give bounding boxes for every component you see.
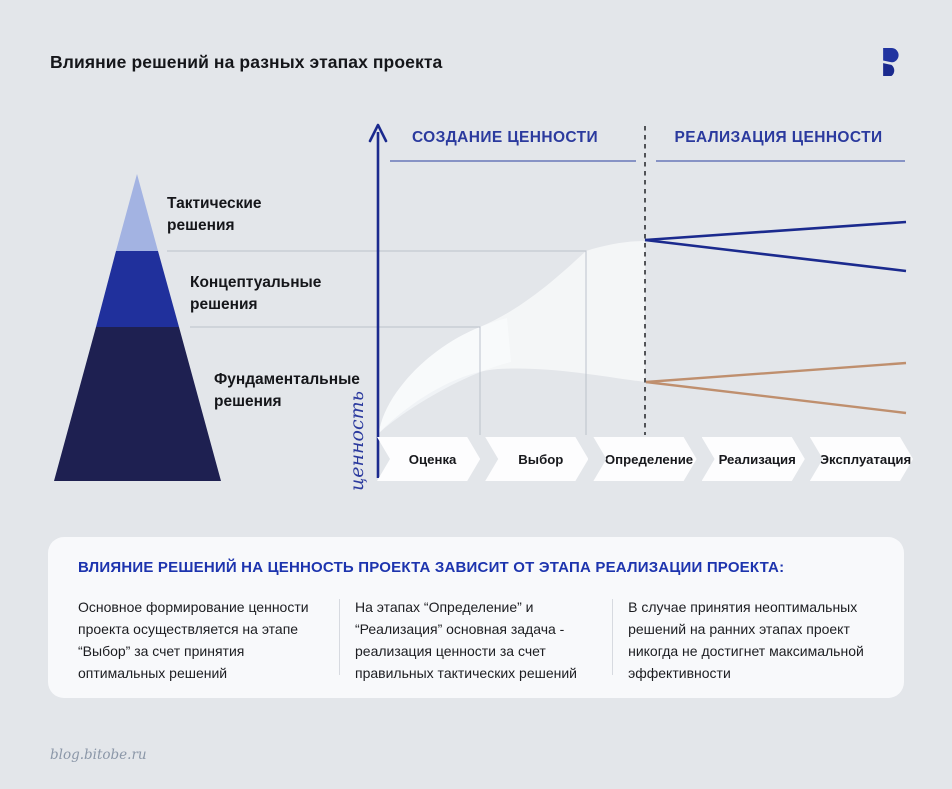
column-divider bbox=[612, 599, 614, 675]
brown-upper-line bbox=[645, 361, 907, 384]
footer-blog-url: blog.bitobe.ru bbox=[50, 747, 147, 763]
summary-column-1: Основное формирование ценности проекта о… bbox=[78, 599, 309, 681]
blue-lower-line bbox=[644, 238, 907, 273]
stage-chevron-bar: Оценка Выбор Определение Реализация Эксп… bbox=[377, 437, 913, 481]
stage-chevron-otsenka: Оценка bbox=[377, 437, 480, 481]
pyramid-tactical-layer bbox=[116, 174, 158, 251]
summary-card-title: ВЛИЯНИЕ РЕШЕНИЙ НА ЦЕННОСТЬ ПРОЕКТА ЗАВИ… bbox=[78, 559, 785, 576]
logo-bottom-shape bbox=[883, 63, 895, 76]
phase-header-value-realization: РЕАЛИЗАЦИЯ ЦЕННОСТИ bbox=[674, 129, 883, 146]
brown-lower-line bbox=[645, 380, 907, 415]
summary-column-3: В случае принятия неоптимальных решений … bbox=[628, 599, 864, 681]
y-axis-label: ценность bbox=[346, 391, 368, 491]
pyramid-label-fundamental: Фундаментальные решения bbox=[214, 371, 360, 411]
summary-card: ВЛИЯНИЕ РЕШЕНИЙ НА ЦЕННОСТЬ ПРОЕКТА ЗАВИ… bbox=[48, 537, 904, 698]
page-title: Влияние решений на разных этапах проекта bbox=[50, 52, 443, 72]
blue-upper-line bbox=[644, 220, 907, 242]
pyramid-label-conceptual: Концептуальные решения bbox=[190, 274, 322, 314]
summary-column-2: На этапах “Определение” и “Реализация” о… bbox=[355, 599, 577, 681]
stage-chevron-realizatsiya: Реализация bbox=[702, 437, 805, 481]
logo-top-shape bbox=[883, 48, 899, 63]
stage-chevron-opredelenie: Определение bbox=[593, 437, 696, 481]
stage-chevron-vybor: Выбор bbox=[485, 437, 588, 481]
pyramid-label-tactical: Тактические решения bbox=[167, 195, 262, 235]
value-funnel-bright-wedge bbox=[379, 318, 511, 433]
stage-chevron-ekspluatatsiya: Эксплуатация bbox=[810, 437, 913, 481]
bitobe-logo-icon bbox=[883, 48, 899, 76]
pyramid-fundamental-layer bbox=[54, 327, 221, 481]
pyramid-conceptual-layer bbox=[96, 251, 179, 327]
value-funnel-band bbox=[379, 241, 645, 433]
summary-card-columns: Основное формирование ценности проекта о… bbox=[78, 597, 878, 685]
phase-header-value-creation: СОЗДАНИЕ ЦЕННОСТИ bbox=[411, 129, 599, 146]
column-divider bbox=[339, 599, 340, 675]
